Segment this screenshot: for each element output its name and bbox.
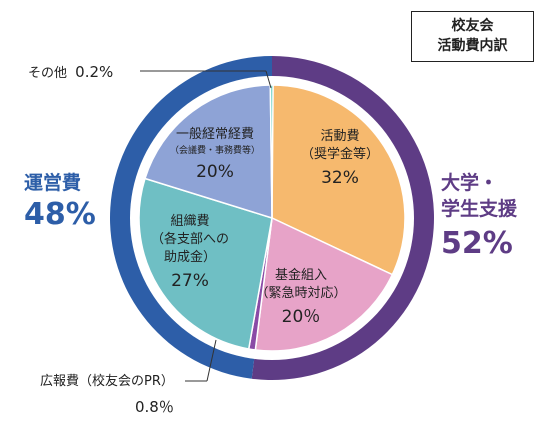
slice-pct-kikin: 20％ [281,307,321,327]
slice-pct-katsudo: 32% [321,168,359,188]
chart-title-line-2: 活動費内訳 [437,38,508,54]
slice-pct-sonota: 0.2% [75,63,114,81]
chart-title-line-1: 校友会 [451,18,494,34]
group-percent-operating: 48% [24,197,96,232]
pie-slice-4 [144,84,273,220]
slice-name-ippan: 一般経常経費 [175,127,254,142]
slice-label-sonota: その他 0.2% [28,62,113,81]
group-percent-support: 52% [441,226,513,261]
leader-line-sonota-v [265,70,272,89]
leader-line-koho-v [206,339,217,382]
pie-slice-1 [254,216,394,352]
slice-sub-kikin: （緊急時対応） [255,286,347,301]
slice-sub1-soshiki: （各支部への [150,232,229,247]
slice-name-koho: 広報費（校友会のPR） [40,374,174,389]
slice-name-kikin: 基金組入 [274,268,327,283]
slice-pct-soshiki: 27% [171,271,209,291]
slice-label-kikin: 基金組入 （緊急時対応） 20％ [245,267,357,329]
slice-sub2-soshiki: 助成金） [163,250,216,265]
group-name-operating: 運営費 [24,172,82,194]
slice-name-soshiki: 組織費 [170,214,210,229]
chart-title-box: 校友会 活動費内訳 [411,11,534,62]
slice-sub-katsudo: （奨学金等） [300,147,379,162]
group-name-support-1: 大学・ [441,172,499,194]
slice-name-sonota: その他 [28,66,68,81]
pie-slice-0 [271,84,406,276]
group-label-operating: 運営費 48% [24,168,96,232]
slice-pct-ippan: 20% [196,162,234,182]
slice-label-ippan: 一般経常経費 （会議費・事務費等） 20% [165,126,265,184]
slice-label-katsudo: 活動費 （奨学金等） 32% [295,128,385,190]
group-label-support: 大学・ 学生支援 52% [441,170,517,261]
slice-label-soshiki: 組織費 （各支部への 助成金） 27% [145,213,235,293]
slice-sub-ippan: （会議費・事務費等） [169,146,260,156]
group-name-support-2: 学生支援 [441,198,518,220]
slice-name-katsudo: 活動費 [320,129,360,144]
slice-pct-koho: 0.8％ [135,398,174,416]
pie-slice-3 [138,177,273,350]
